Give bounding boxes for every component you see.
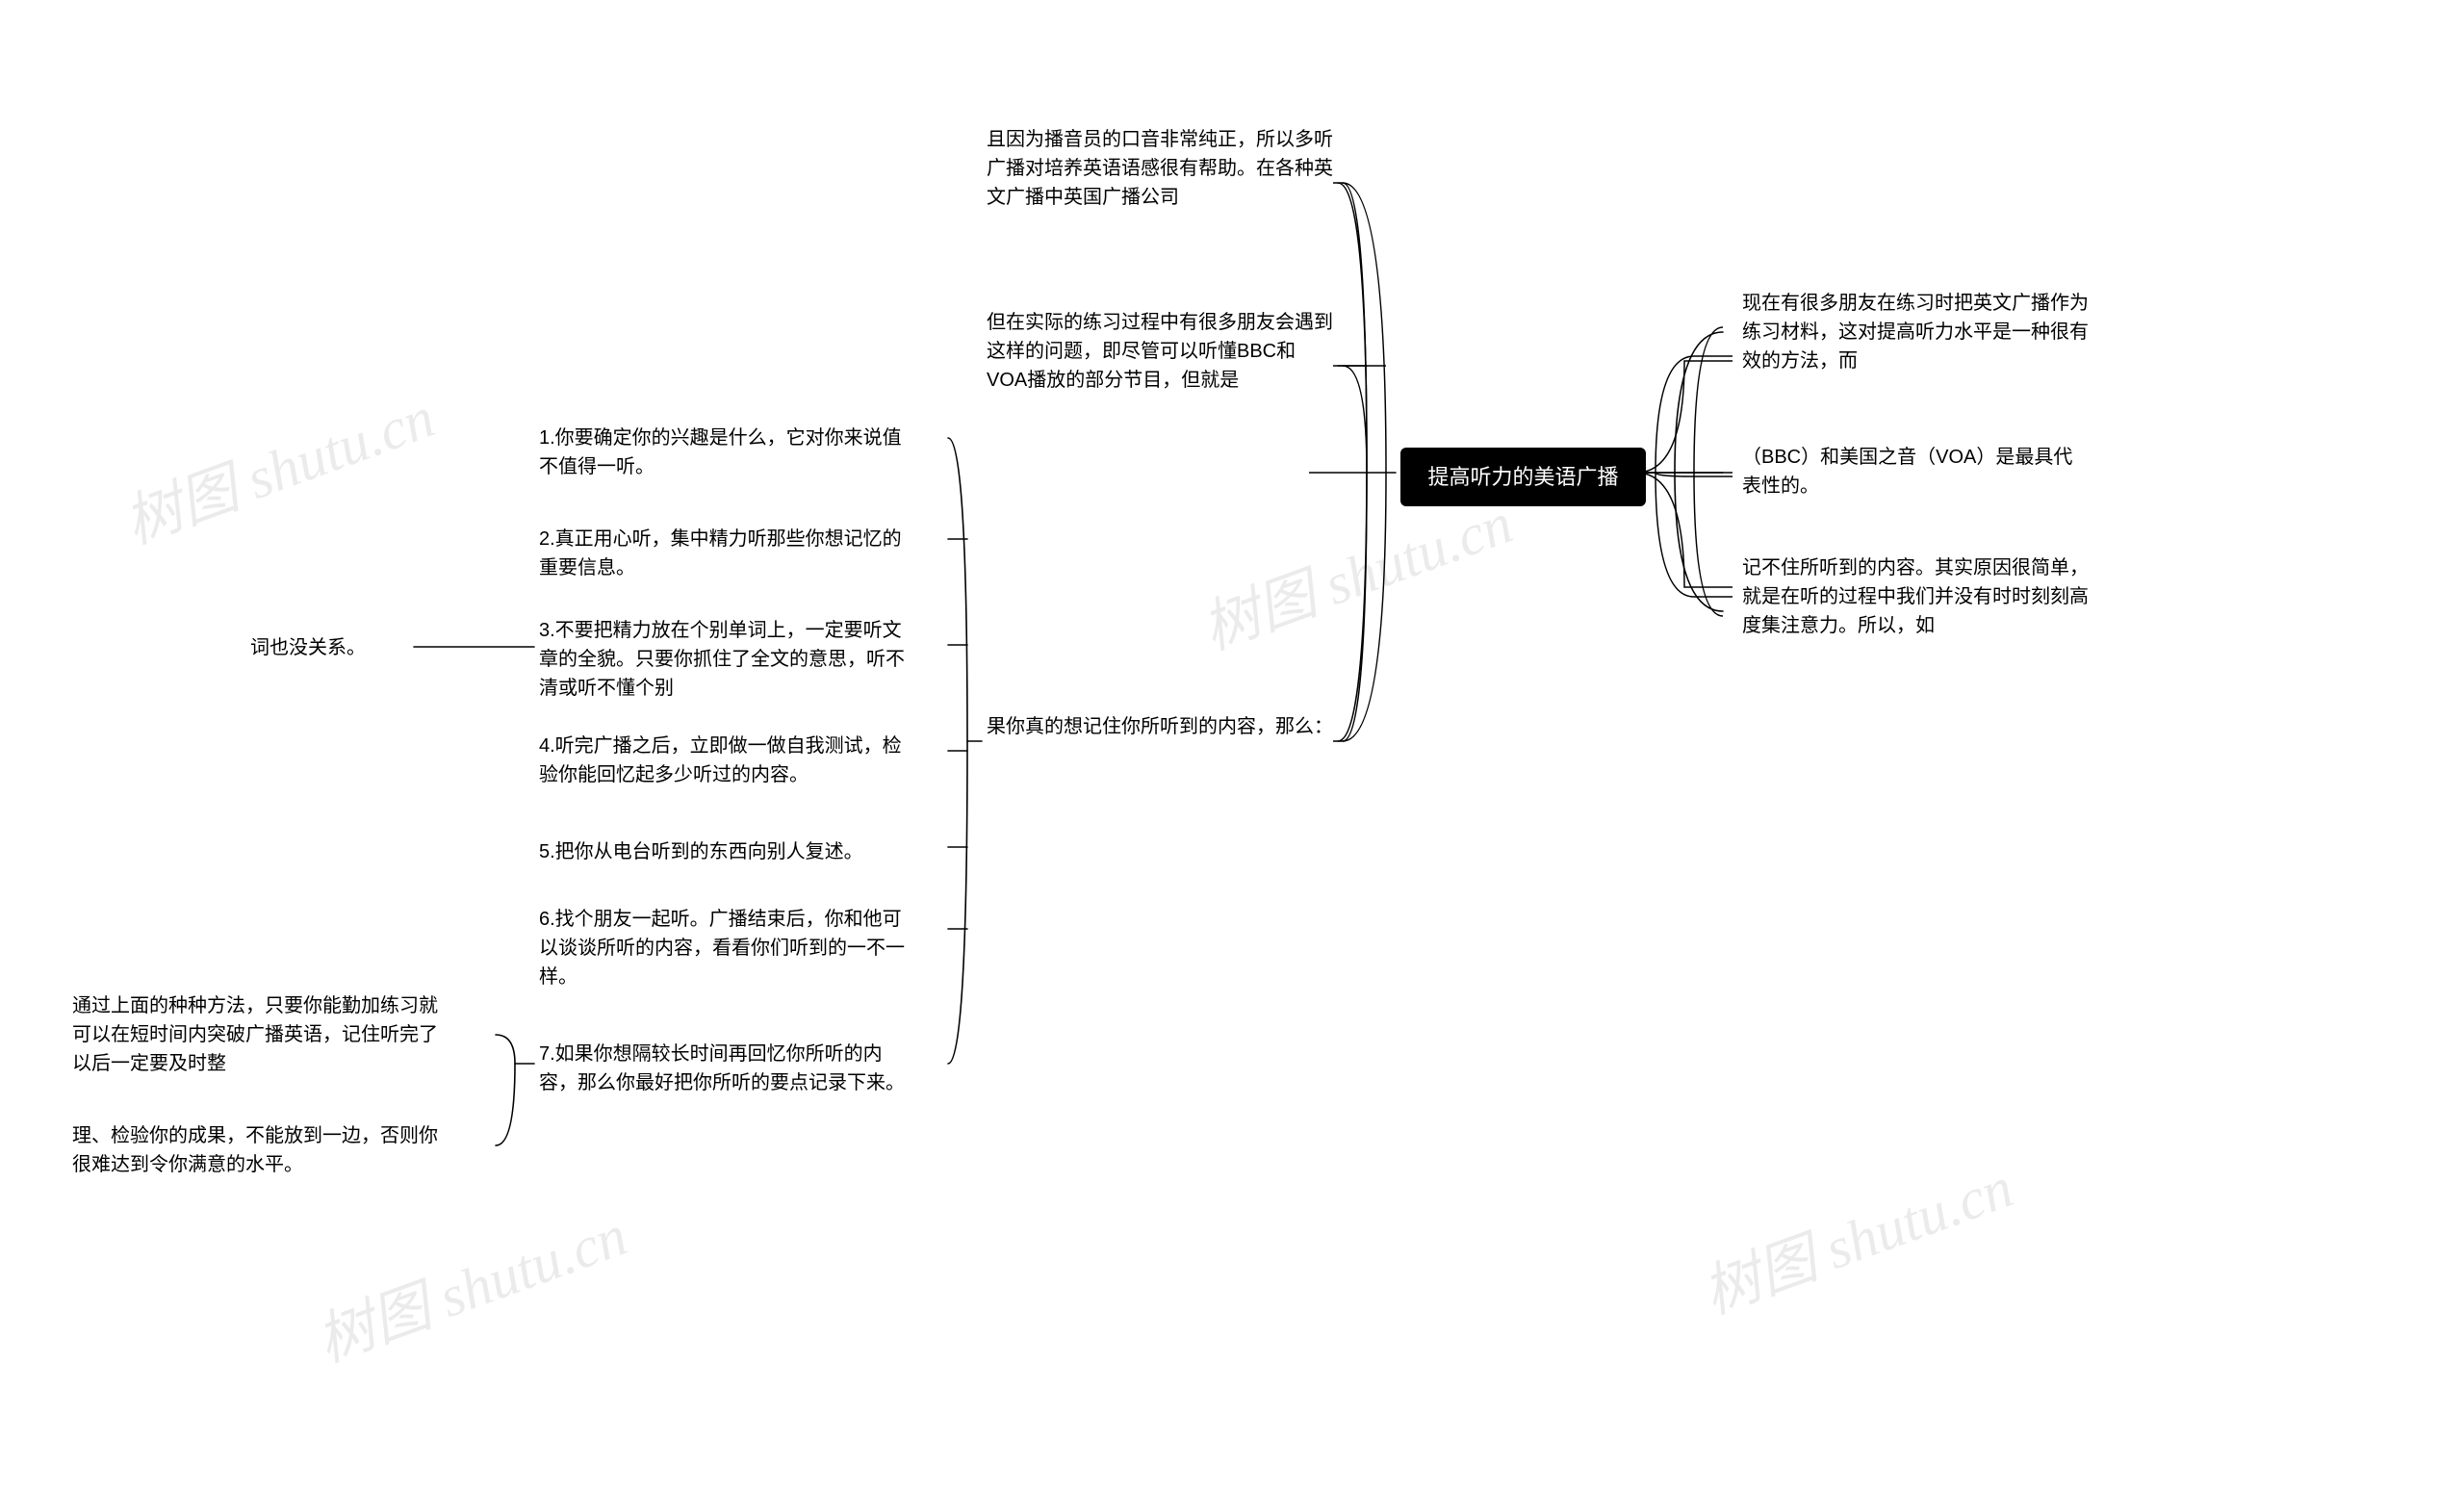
- connectors-layer: [0, 0, 2464, 1491]
- node-tip-7[interactable]: 7.如果你想隔较长时间再回忆你所听的内容，那么你最好把你所听的要点记录下来。: [539, 1040, 905, 1097]
- node-l2[interactable]: 但在实际的练习过程中有很多朋友会遇到这样的问题，即尽管可以听懂BBC和VOA播放…: [987, 308, 1333, 395]
- node-tip-7a[interactable]: 通过上面的种种方法，只要你能勤加练习就可以在短时间内突破广播英语，记住听完了以后…: [72, 991, 438, 1078]
- root-node[interactable]: 提高听力的美语广播: [1400, 448, 1646, 506]
- node-l3[interactable]: 果你真的想记住你所听到的内容，那么：: [987, 712, 1333, 741]
- node-r3[interactable]: 记不住所听到的内容。其实原因很简单，就是在听的过程中我们并没有时时刻刻高度集注意…: [1742, 553, 2089, 640]
- node-r1[interactable]: 现在有很多朋友在练习时把英文广播作为练习材料，这对提高听力水平是一种很有效的方法…: [1742, 289, 2089, 375]
- node-tip-5[interactable]: 5.把你从电台听到的东西向别人复述。: [539, 837, 905, 866]
- node-tip-3[interactable]: 3.不要把精力放在个别单词上，一定要听文章的全貌。只要你抓住了全文的意思，听不清…: [539, 616, 905, 703]
- node-r2[interactable]: （BBC）和美国之音（VOA）是最具代表性的。: [1742, 443, 2089, 501]
- node-tip-3a[interactable]: 词也没关系。: [250, 633, 404, 662]
- node-tip-2[interactable]: 2.真正用心听，集中精力听那些你想记忆的重要信息。: [539, 525, 905, 582]
- node-tip-4[interactable]: 4.听完广播之后，立即做一做自我测试，检验你能回忆起多少听过的内容。: [539, 732, 905, 789]
- node-tip-7b[interactable]: 理、检验你的成果，不能放到一边，否则你很难达到令你满意的水平。: [72, 1121, 438, 1179]
- node-l1[interactable]: 且因为播音员的口音非常纯正，所以多听广播对培养英语语感很有帮助。在各种英文广播中…: [987, 125, 1333, 212]
- connector-root-left: [1309, 183, 1367, 741]
- node-tip-6[interactable]: 6.找个朋友一起听。广播结束后，你和他可以谈谈所听的内容，看看你们听到的一不一样…: [539, 905, 905, 991]
- node-tip-1[interactable]: 1.你要确定你的兴趣是什么，它对你来说值不值得一听。: [539, 424, 905, 481]
